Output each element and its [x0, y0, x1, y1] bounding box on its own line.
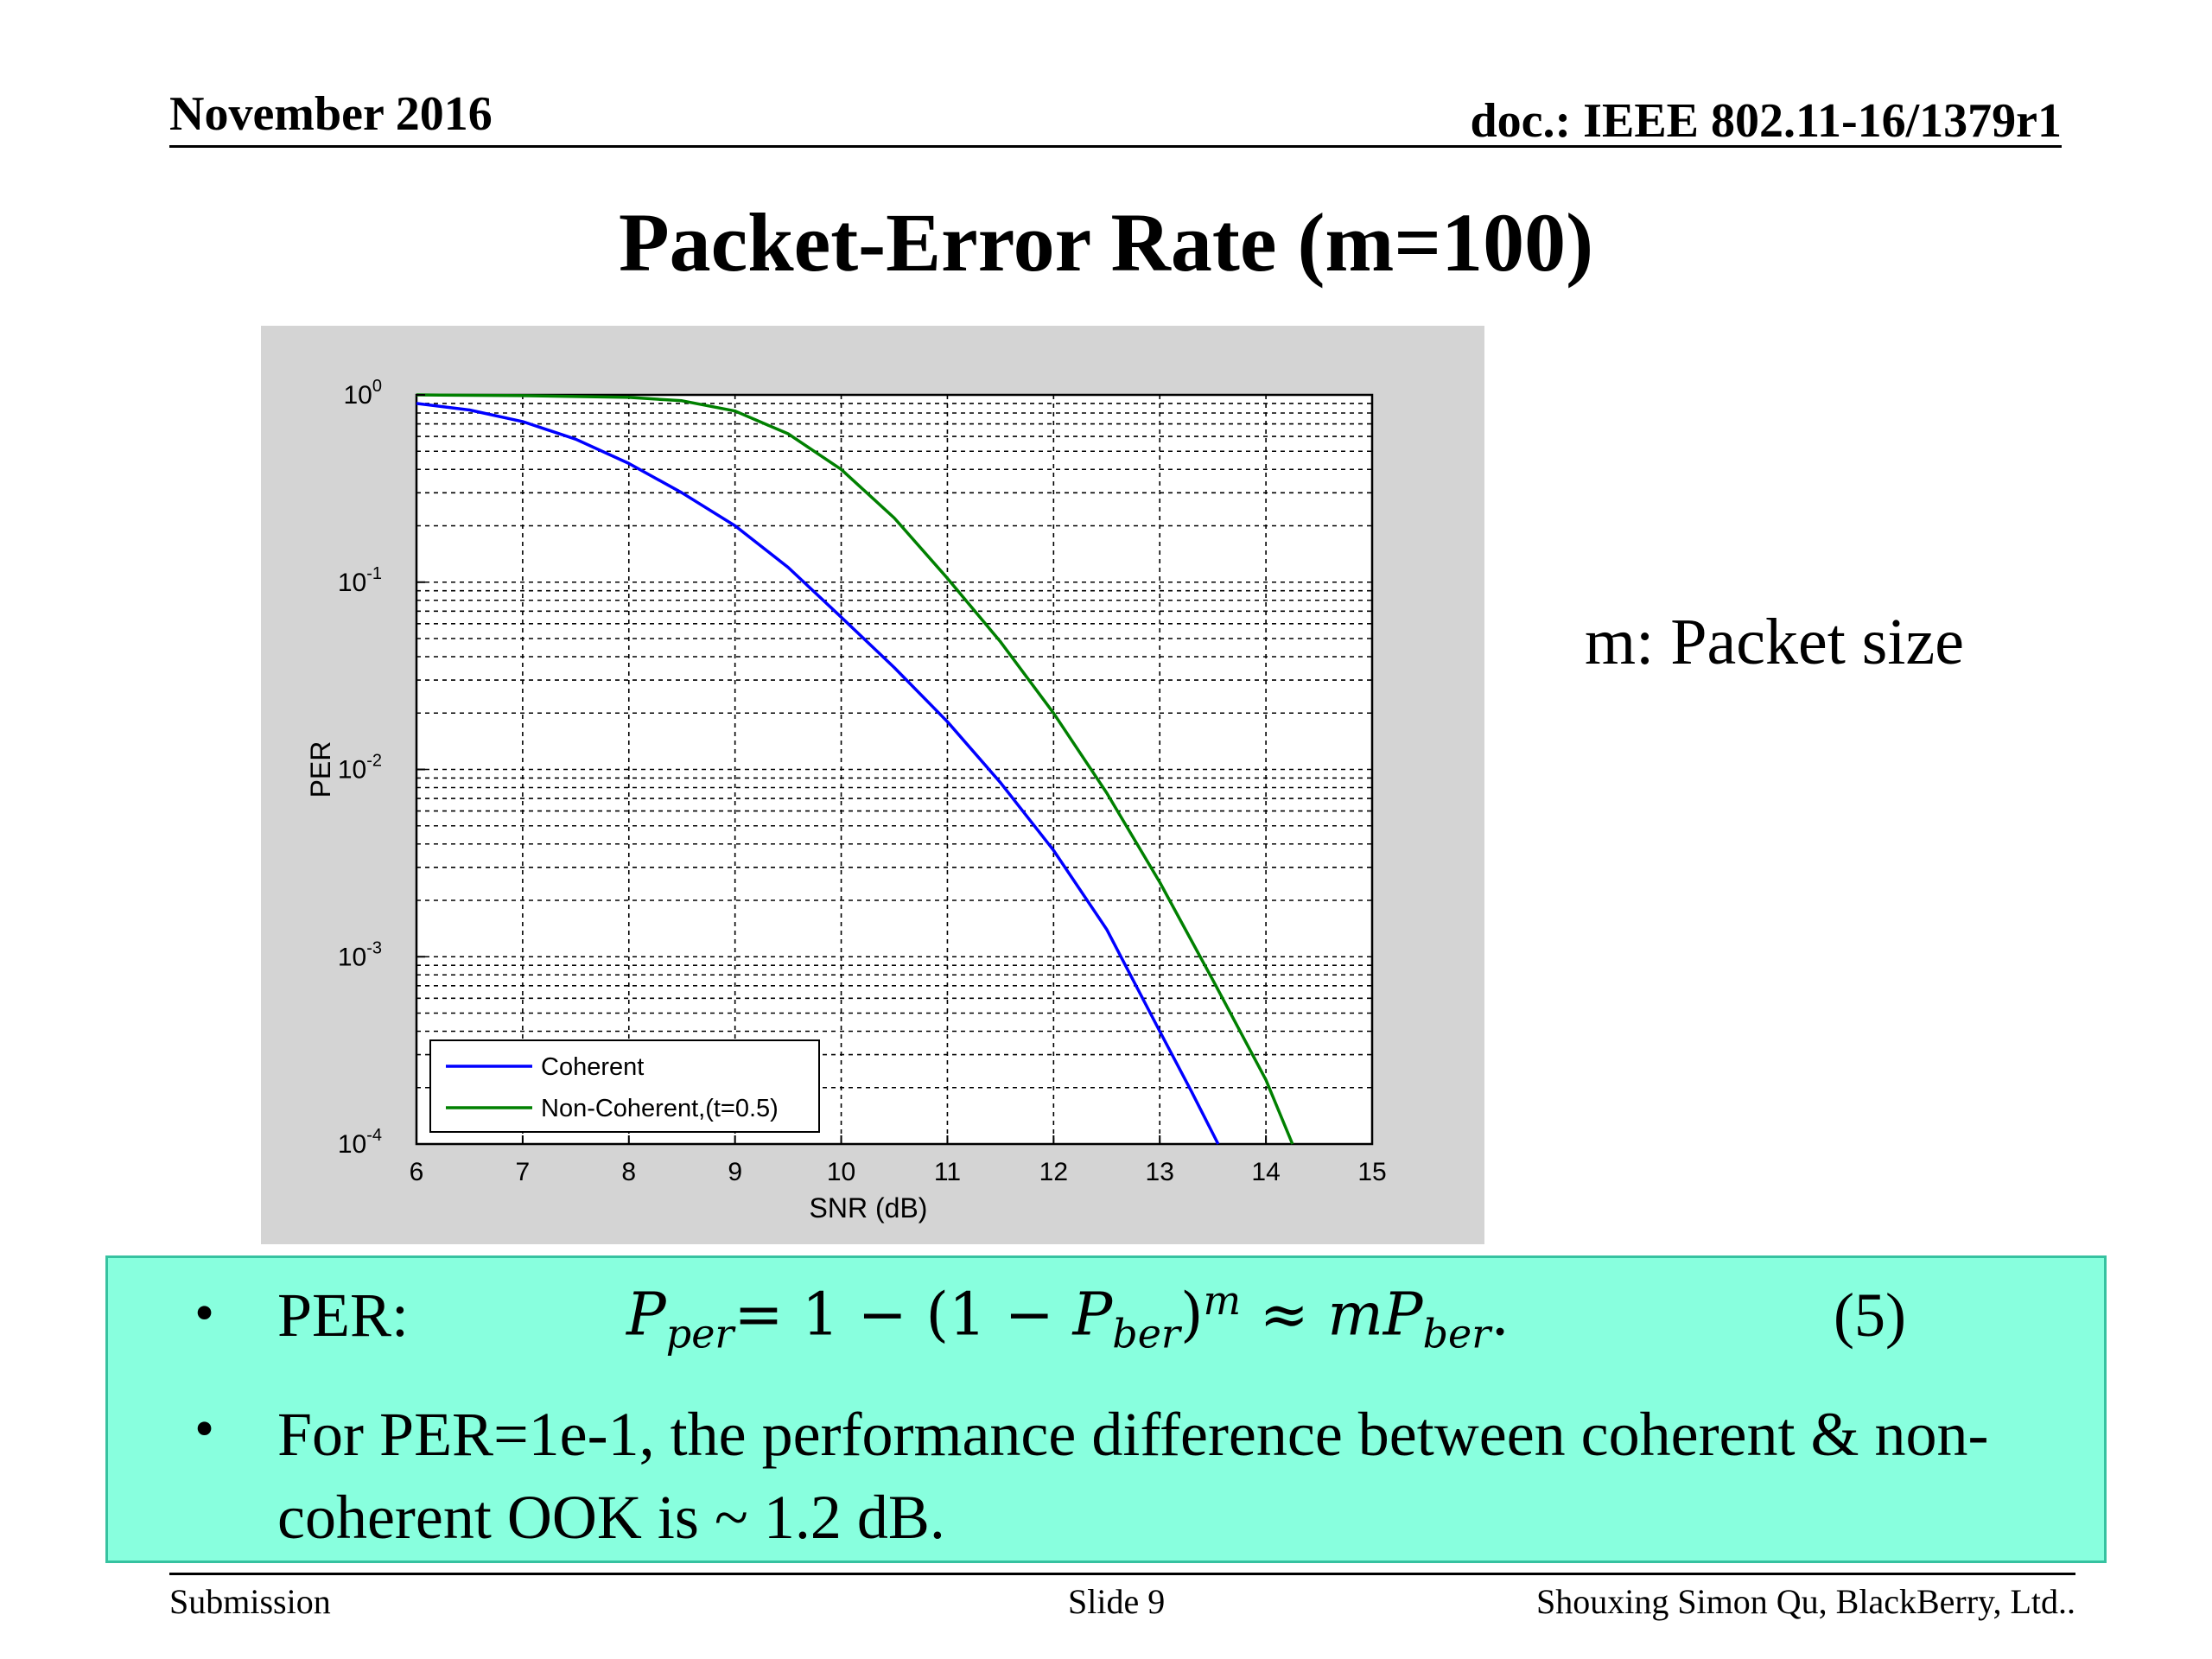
x-tick-label: 12: [1039, 1158, 1068, 1186]
formula-mid-base: P: [1072, 1281, 1113, 1350]
formula-approx: ≈: [1241, 1281, 1328, 1350]
chart-series: [416, 393, 1294, 1145]
x-tick-label: 6: [410, 1158, 424, 1186]
bullet-performance-text: For PER=1e-1, the performance difference…: [277, 1400, 1989, 1552]
header-rule: [169, 145, 2062, 148]
per-chart: 6 7 8 9 10 11 12 13 14 15 100 10-1 10-2 10-3 10-4 SNR (…: [305, 377, 1387, 1224]
x-tick-label: 7: [516, 1158, 531, 1186]
formula-exp: m: [1203, 1277, 1242, 1324]
bullet-marker: •: [194, 1397, 215, 1460]
x-axis-label: SNR (dB): [810, 1192, 928, 1224]
bullet-box: • PER: Pper= 1 − (1 − Pber)m ≈ mPber. (5…: [105, 1255, 2107, 1563]
legend-label-1: Coherent: [541, 1053, 644, 1081]
formula-mid-sub: ber: [1112, 1310, 1180, 1357]
formula-lhs-base: P: [626, 1281, 666, 1350]
chart-ticks: 6 7 8 9 10 11 12 13 14 15 100 10-1 10-2 10-3 10-4 SNR (…: [305, 377, 1387, 1224]
per-chart-figure: 6 7 8 9 10 11 12 13 14 15 100 10-1 10-2 10-3 10-4 SNR (…: [261, 326, 1484, 1244]
formula-end: .: [1491, 1281, 1510, 1350]
y-tick-label: 10-4: [338, 1126, 382, 1159]
slide-title: Packet-Error Rate (m=100): [618, 196, 1594, 289]
y-tick-label: 10-1: [338, 564, 382, 597]
footer-rule: [169, 1573, 2075, 1575]
x-tick-label: 8: [621, 1158, 636, 1186]
x-tick-label: 13: [1146, 1158, 1174, 1186]
equation-number: (5): [1834, 1281, 1906, 1350]
formula-mid: = 1 − (1 −: [734, 1281, 1073, 1350]
x-tick-label: 14: [1251, 1158, 1280, 1186]
header-date: November 2016: [169, 87, 493, 141]
series-line-1: [416, 402, 1220, 1145]
x-tick-label: 11: [934, 1158, 961, 1186]
legend-box: [429, 1039, 820, 1133]
chart-grid: [416, 395, 1372, 1144]
y-tick-label: 10-2: [338, 752, 382, 785]
y-tick-label: 100: [344, 377, 383, 410]
footer-submission: Submission: [169, 1582, 331, 1621]
x-tick-label: 10: [827, 1158, 855, 1186]
chart-legend: Coherent Non-Coherent,(t=0.5): [429, 1039, 820, 1133]
bullet-marker: •: [194, 1281, 215, 1344]
per-formula: Pper= 1 − (1 − Pber)m ≈ mPber.: [626, 1277, 1510, 1357]
footer-author: Shouxing Simon Qu, BlackBerry, Ltd..: [1535, 1582, 2075, 1621]
footer-slide-number: Slide 9: [1068, 1582, 1166, 1621]
header-doc-id: doc.: IEEE 802.11-16/1379r1: [1470, 94, 2062, 148]
formula-lhs-sub: per: [665, 1310, 734, 1357]
formula-rhs-sub: ber: [1422, 1310, 1491, 1357]
side-note: m: Packet size: [1585, 606, 1964, 678]
y-tick-label: 10-3: [338, 938, 382, 971]
legend-label-2: Non-Coherent,(t=0.5): [541, 1095, 779, 1122]
formula-m-var: m: [1327, 1281, 1383, 1350]
series-line-2: [416, 393, 1294, 1145]
x-tick-label: 9: [728, 1158, 742, 1186]
formula-close: ): [1179, 1281, 1204, 1350]
x-tick-label: 15: [1357, 1158, 1386, 1186]
y-axis-label: PER: [305, 741, 336, 798]
bullet-per-label: PER:: [277, 1281, 410, 1350]
formula-rhs-base: P: [1382, 1281, 1423, 1350]
